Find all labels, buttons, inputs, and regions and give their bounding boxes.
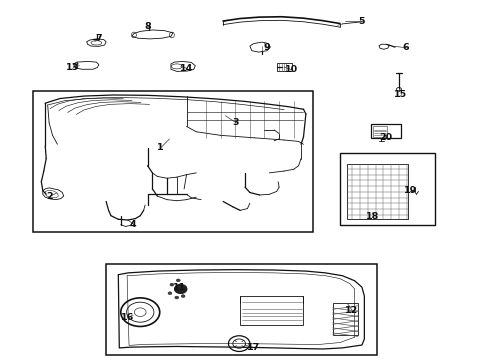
Text: 4: 4 xyxy=(130,220,136,229)
Circle shape xyxy=(342,160,348,164)
Circle shape xyxy=(175,296,179,299)
Circle shape xyxy=(170,283,174,286)
Text: 9: 9 xyxy=(264,43,270,52)
Text: 20: 20 xyxy=(379,132,392,141)
Bar xyxy=(347,164,408,219)
Text: 14: 14 xyxy=(180,64,193,73)
Bar xyxy=(333,303,358,336)
Circle shape xyxy=(396,87,401,91)
Bar xyxy=(240,296,303,325)
Bar xyxy=(340,153,435,225)
Text: 17: 17 xyxy=(247,343,260,352)
Text: 5: 5 xyxy=(359,17,365,26)
Text: 1: 1 xyxy=(156,143,163,152)
Text: 11: 11 xyxy=(172,283,186,292)
Text: 18: 18 xyxy=(366,212,379,221)
Bar xyxy=(277,63,292,71)
Bar xyxy=(106,264,376,355)
Text: 15: 15 xyxy=(394,90,408,99)
Text: 12: 12 xyxy=(344,306,358,315)
Circle shape xyxy=(181,295,185,297)
Bar xyxy=(33,91,313,232)
Text: 6: 6 xyxy=(402,43,409,52)
Text: 13: 13 xyxy=(66,63,78,72)
Circle shape xyxy=(176,279,180,282)
Text: 3: 3 xyxy=(232,118,239,127)
Text: 7: 7 xyxy=(96,35,102,44)
Text: 2: 2 xyxy=(46,192,52,201)
Text: 19: 19 xyxy=(404,186,417,195)
Circle shape xyxy=(174,284,187,294)
Text: 10: 10 xyxy=(285,66,298,75)
Circle shape xyxy=(168,292,172,295)
Text: 16: 16 xyxy=(121,313,134,322)
Bar xyxy=(373,126,387,137)
Text: 8: 8 xyxy=(144,22,151,31)
Bar xyxy=(371,124,401,138)
